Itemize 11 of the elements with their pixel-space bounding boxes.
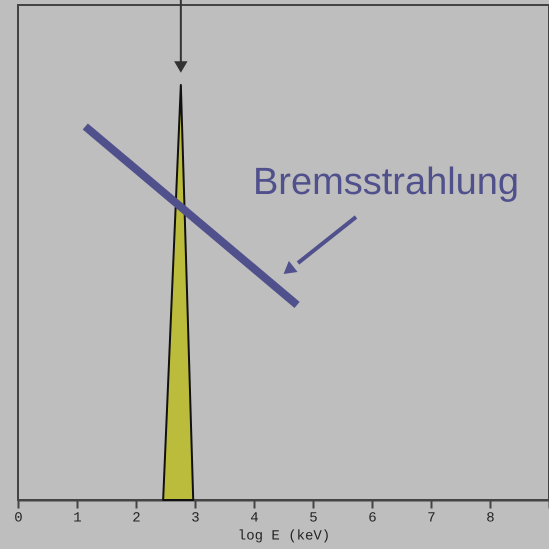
x-tick-label: 5 [309,510,318,526]
x-tick-label: 0 [14,510,23,526]
series-label: Bremsstrahlung [252,161,520,203]
x-tick-label: 7 [427,510,436,526]
x-tick-label: 4 [250,510,259,526]
x-axis-title: log E (keV) [238,528,330,544]
x-tick-label: 1 [73,510,82,526]
x-tick-label: 6 [368,510,377,526]
x-tick-label: 3 [191,510,200,526]
x-tick-label: 8 [486,510,495,526]
x-tick-label: 2 [132,510,141,526]
